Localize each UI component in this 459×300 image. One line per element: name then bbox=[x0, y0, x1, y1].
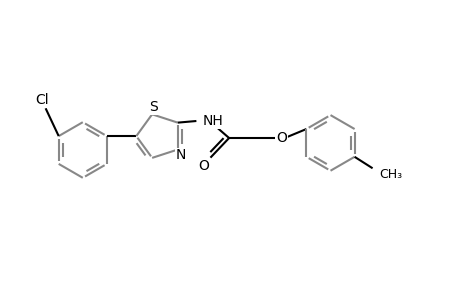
Text: S: S bbox=[149, 100, 158, 114]
Text: O: O bbox=[198, 159, 209, 173]
Text: O: O bbox=[275, 131, 286, 145]
Text: CH₃: CH₃ bbox=[378, 168, 401, 181]
Text: NH: NH bbox=[202, 114, 223, 128]
Text: N: N bbox=[175, 148, 186, 162]
Text: Cl: Cl bbox=[35, 93, 49, 107]
